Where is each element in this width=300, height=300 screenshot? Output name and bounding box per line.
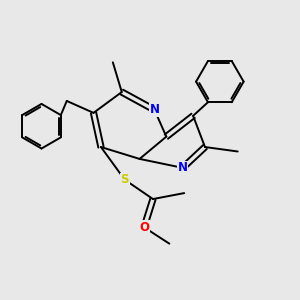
Text: N: N (149, 103, 160, 116)
Text: S: S (121, 173, 129, 186)
Text: O: O (139, 221, 149, 234)
Text: N: N (178, 161, 188, 174)
